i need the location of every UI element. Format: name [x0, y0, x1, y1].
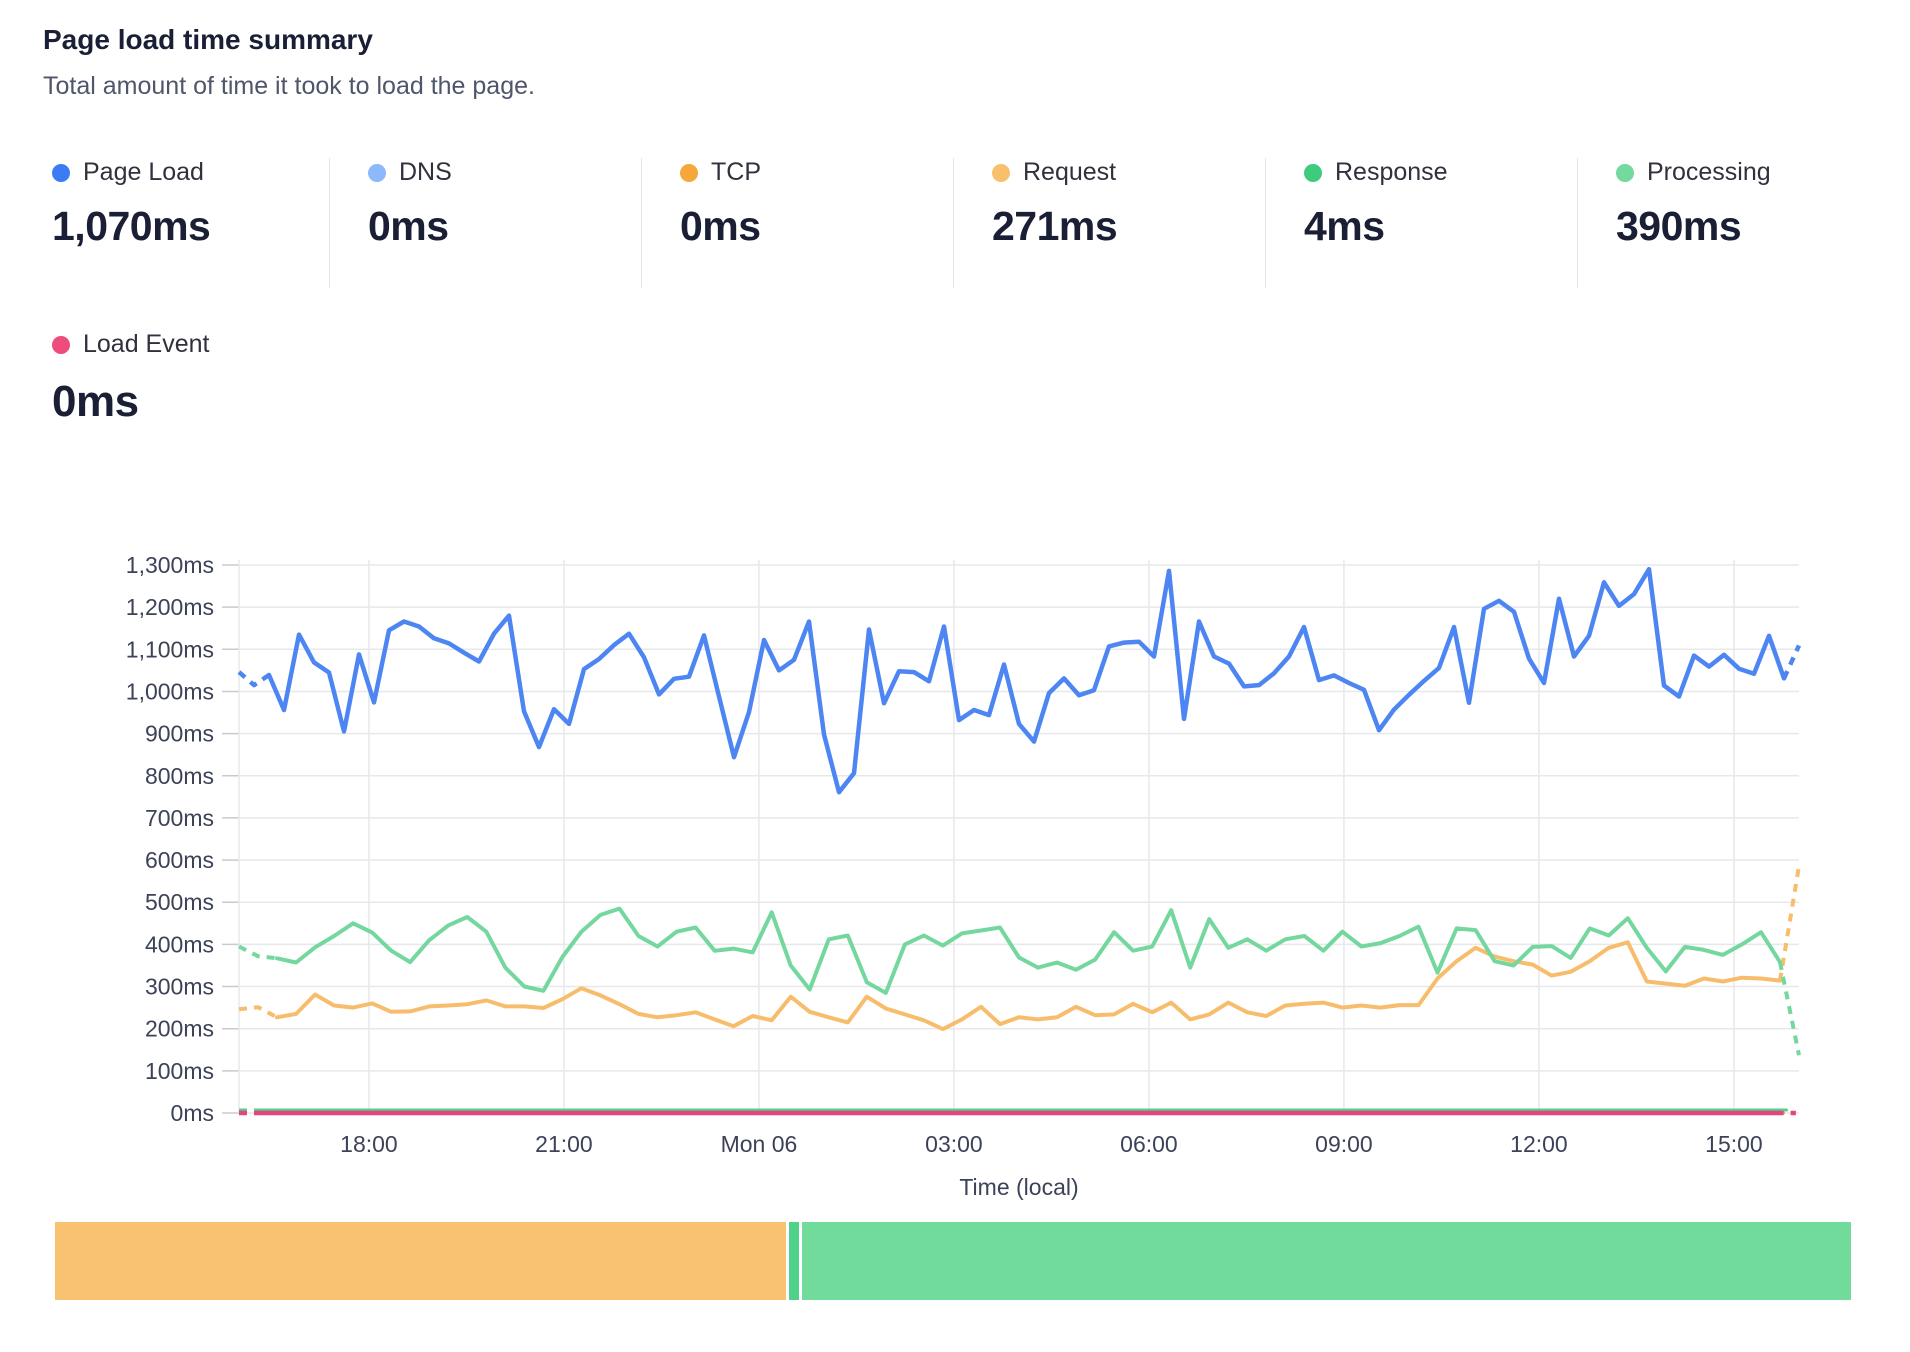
y-axis-label: 100ms	[145, 1058, 214, 1084]
y-axis-label: 500ms	[145, 889, 214, 915]
request-line-dashed[interactable]	[238, 1005, 278, 1020]
load-event-dot-icon	[52, 335, 70, 354]
request-value: 271ms	[992, 203, 1118, 249]
legend-label: Load Event	[83, 330, 210, 358]
page-load-time-chart[interactable]: 0ms 100ms 200ms 300ms 400ms 500ms 600ms 700ms 80…	[0, 440, 1910, 1220]
y-axis-label: 1,100ms	[126, 636, 214, 662]
x-axis-label: 06:00	[1120, 1131, 1178, 1157]
y-axis-label: 200ms	[145, 1016, 214, 1042]
legend-item-response[interactable]: Response 4ms	[1265, 158, 1577, 288]
processing-share	[801, 1222, 1851, 1300]
processing-value: 390ms	[1616, 203, 1742, 249]
y-axis-label: 600ms	[145, 847, 214, 873]
request-line-dashed[interactable]	[1778, 865, 1801, 981]
legend-item-request[interactable]: Request 271ms	[953, 158, 1265, 288]
legend-label: Processing	[1647, 158, 1771, 186]
x-axis-label: 18:00	[340, 1131, 398, 1157]
y-axis-label: 800ms	[145, 763, 214, 789]
x-axis-label: 12:00	[1510, 1131, 1568, 1157]
x-axis-label: 21:00	[535, 1131, 593, 1157]
legend-item-tcp[interactable]: TCP 0ms	[641, 158, 953, 288]
legend-label: Response	[1335, 158, 1448, 186]
tcp-value: 0ms	[680, 203, 761, 249]
dns-dot-icon	[368, 163, 386, 182]
processing-line[interactable]	[275, 906, 1782, 995]
processing-line-dashed[interactable]	[238, 944, 278, 961]
legend-item-page-load[interactable]: Page Load 1,070ms	[43, 158, 329, 288]
legend-item-processing[interactable]: Processing 390ms	[1577, 158, 1889, 288]
x-axis-label: 15:00	[1705, 1131, 1763, 1157]
y-axis-label: 1,200ms	[126, 594, 214, 620]
page_load-line-dashed[interactable]	[237, 670, 271, 688]
timing-breakdown-bar[interactable]	[55, 1222, 1851, 1300]
page-title: Page load time summary	[43, 24, 373, 55]
transition-share	[788, 1222, 799, 1300]
page_load-line-dashed[interactable]	[1781, 644, 1802, 680]
y-axis-label: 0ms	[171, 1100, 214, 1126]
x-axis-title: Time (local)	[959, 1174, 1078, 1200]
request-line[interactable]	[275, 940, 1782, 1032]
y-axis-label: 1,000ms	[126, 678, 214, 704]
y-axis-label: 900ms	[145, 721, 214, 747]
x-axis-label: 09:00	[1315, 1131, 1373, 1157]
tcp-dot-icon	[680, 163, 698, 182]
processing-dot-icon	[1616, 163, 1634, 182]
processing-line-dashed[interactable]	[1778, 961, 1801, 1056]
legend-label: Page Load	[83, 158, 204, 186]
load-event-value: 0ms	[52, 377, 139, 426]
x-axis-label: 03:00	[925, 1131, 983, 1157]
y-axis-label: 700ms	[145, 805, 214, 831]
response-dot-icon	[1304, 163, 1322, 182]
page_load-line[interactable]	[266, 566, 1787, 795]
x-axis-label: Mon 06	[721, 1131, 798, 1157]
legend-label: DNS	[399, 158, 452, 186]
legend-item-load-event[interactable]: Load Event 0ms	[43, 330, 210, 427]
page-load-value: 1,070ms	[52, 203, 211, 249]
page-load-dot-icon	[52, 163, 70, 182]
legend-label: Request	[1023, 158, 1117, 186]
legend-label: TCP	[711, 158, 761, 186]
dns-value: 0ms	[368, 203, 449, 249]
legend-item-dns[interactable]: DNS 0ms	[329, 158, 641, 288]
y-axis-label: 300ms	[145, 974, 214, 1000]
page-subtitle: Total amount of time it took to load the…	[43, 72, 535, 100]
metrics-legend: Page Load 1,070ms DNS 0ms TCP 0ms Reques…	[43, 158, 1889, 288]
response-value: 4ms	[1304, 203, 1385, 249]
y-axis-label: 400ms	[145, 931, 214, 957]
y-axis-label: 1,300ms	[126, 552, 214, 578]
request-share	[55, 1222, 786, 1300]
request-dot-icon	[992, 163, 1010, 182]
